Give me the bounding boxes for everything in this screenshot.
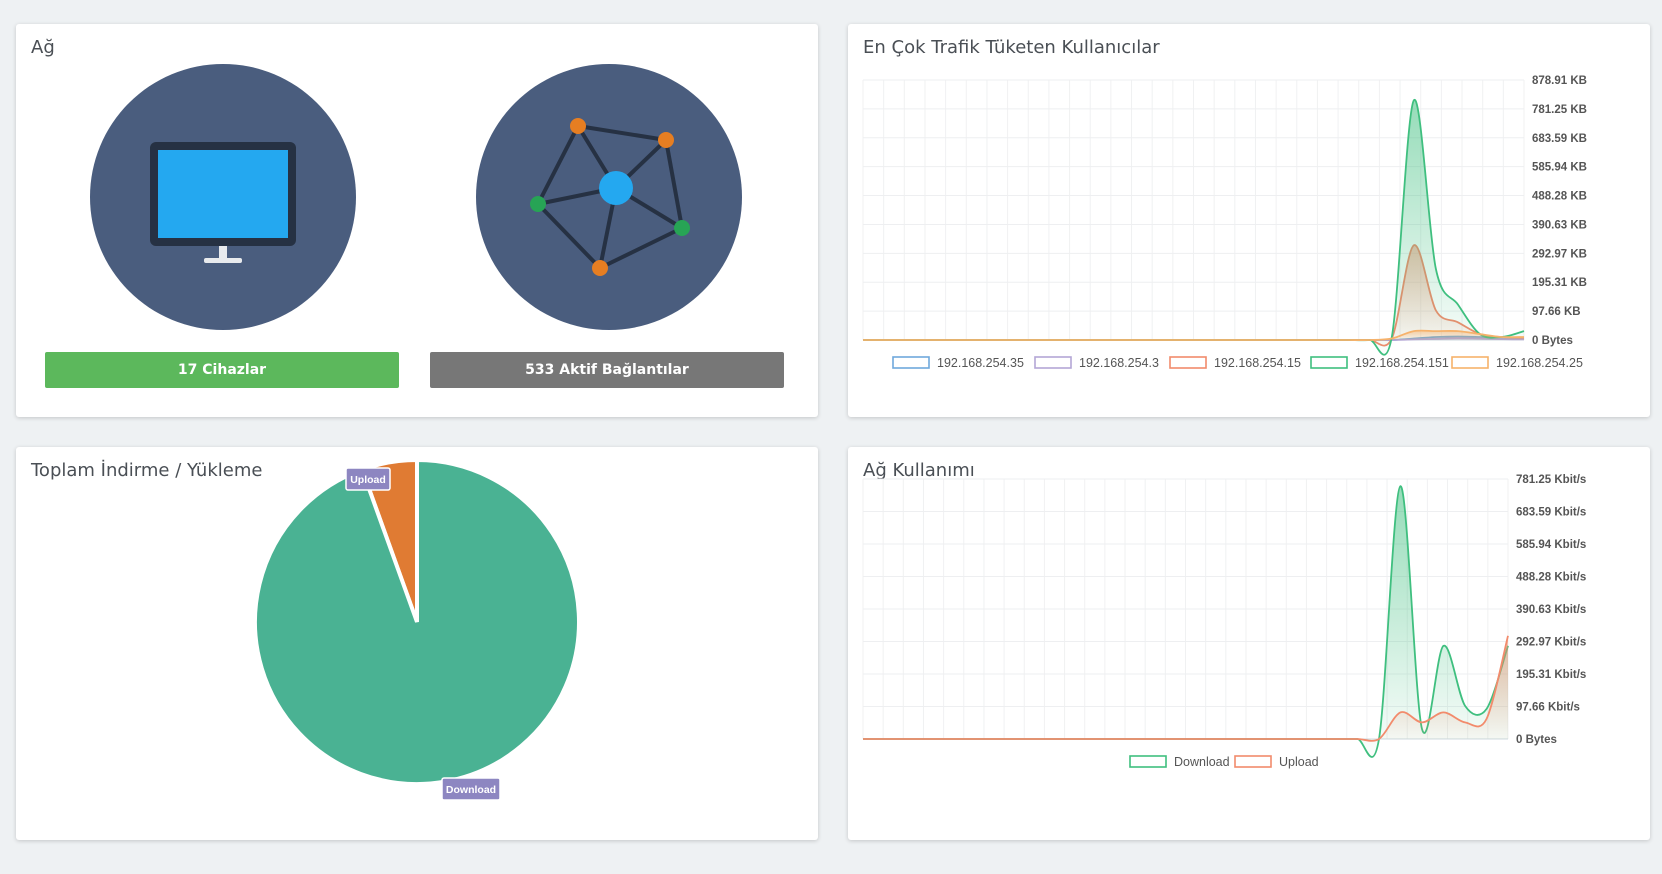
y-tick-label: 683.59 Kbit/s <box>1516 507 1586 519</box>
legend-label: 192.168.254.35 <box>937 356 1024 370</box>
series-area <box>863 635 1508 741</box>
y-tick-label: 0 Bytes <box>1532 335 1573 347</box>
y-tick-label: 195.31 KB <box>1532 277 1587 289</box>
y-tick-label: 390.63 KB <box>1532 219 1587 231</box>
legend-label: 192.168.254.151 <box>1355 356 1449 370</box>
y-tick-label: 390.63 Kbit/s <box>1516 604 1586 616</box>
series-line <box>862 329 1525 341</box>
legend-swatch <box>1234 755 1272 768</box>
network-graph-icon <box>530 118 690 276</box>
series-area <box>863 99 1524 355</box>
top-users-card-title: En Çok Trafik Tüketen Kullanıcılar <box>863 37 1160 58</box>
usage-card-title: Ağ Kullanımı <box>863 460 975 481</box>
monitor-icon <box>150 142 296 263</box>
y-tick-label: 97.66 Kbit/s <box>1516 702 1580 714</box>
total-card-title: Toplam İndirme / Yükleme <box>31 460 263 481</box>
devices-button[interactable]: 17 Cihazlar <box>45 352 399 388</box>
legend-swatch <box>1169 356 1207 369</box>
legend-swatch <box>892 356 930 369</box>
y-tick-label: 195.31 Kbit/s <box>1516 669 1586 681</box>
devices-circle <box>90 64 356 330</box>
legend-swatch <box>1129 755 1167 768</box>
legend-label: Upload <box>1279 755 1319 769</box>
connections-circle <box>476 64 742 330</box>
usage-card: Ağ Kullanımı 0 Bytes 97.66 Kbit/s 195.31 K… <box>848 447 1650 840</box>
y-tick-label: 878.91 KB <box>1532 75 1587 87</box>
legend-label: 192.168.254.15 <box>1214 356 1301 370</box>
total-card: Toplam İndirme / Yükleme Upload Download <box>16 447 818 840</box>
y-tick-label: 781.25 KB <box>1532 104 1587 116</box>
y-tick-label: 0 Bytes <box>1516 734 1557 746</box>
y-tick-label: 683.59 KB <box>1532 133 1587 145</box>
pie-label: Download <box>446 784 496 796</box>
y-tick-label: 585.94 KB <box>1532 162 1587 174</box>
legend-label: 192.168.254.3 <box>1079 356 1159 370</box>
y-tick-label: 488.28 Kbit/s <box>1516 572 1586 584</box>
y-tick-label: 488.28 KB <box>1532 191 1587 203</box>
top-users-chart: 0 Bytes 97.66 KB 195.31 KB 292.97 KB 390.63 … <box>862 75 1587 370</box>
legend-swatch <box>1034 356 1072 369</box>
y-tick-label: 97.66 KB <box>1532 306 1581 318</box>
top-users-card: En Çok Trafik Tüketen Kullanıcılar 0 Byt… <box>848 24 1650 417</box>
usage-chart: 0 Bytes 97.66 Kbit/s 195.31 Kbit/s 292.97 K… <box>862 474 1586 769</box>
connections-button[interactable]: 533 Aktif Bağlantılar <box>430 352 784 388</box>
pie-label-badge <box>441 777 501 801</box>
pie-slice <box>253 457 581 786</box>
legend-swatch <box>1451 356 1489 369</box>
legend-swatch <box>1310 356 1348 369</box>
grid <box>862 79 1525 341</box>
network-card-title: Ağ <box>31 37 55 58</box>
y-tick-label: 585.94 Kbit/s <box>1516 539 1586 551</box>
legend-label: Download <box>1174 755 1230 769</box>
legend-label: 192.168.254.25 <box>1496 356 1583 370</box>
pie-label-badge <box>345 467 391 491</box>
pie-label: Upload <box>350 474 386 486</box>
total-pie-chart: Upload Download <box>253 457 581 801</box>
y-tick-label: 781.25 Kbit/s <box>1516 474 1586 486</box>
series-line <box>863 635 1509 742</box>
y-tick-label: 292.97 Kbit/s <box>1516 637 1586 649</box>
network-card: Ağ <box>16 24 818 417</box>
y-tick-label: 292.97 KB <box>1532 248 1587 260</box>
